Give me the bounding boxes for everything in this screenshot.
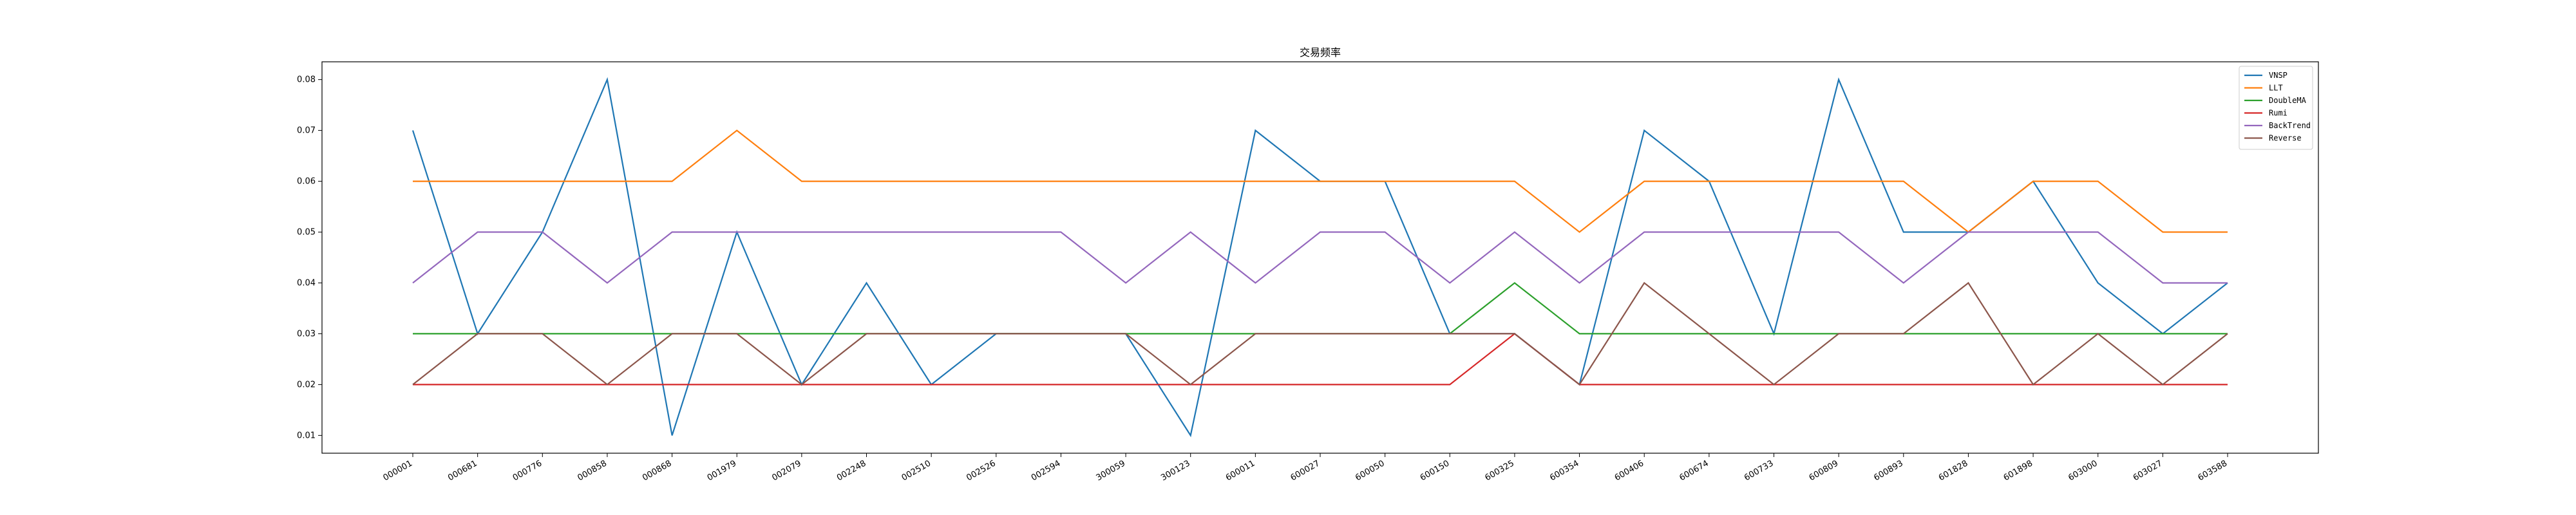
x-tick-label: 000681 (446, 458, 478, 483)
series-line-vnsp (412, 77, 2228, 438)
y-tick-label: 0.06 (297, 177, 316, 187)
series-line-rumi (413, 333, 2228, 386)
x-tick-label: 600809 (1808, 458, 1840, 483)
y-tick-label: 0.02 (297, 380, 316, 389)
series-line-llt (413, 129, 2228, 233)
series-line-backtrend (412, 231, 2228, 284)
y-tick-label: 0.07 (297, 126, 316, 136)
x-tick-label: 001979 (706, 458, 738, 483)
y-tick-label: 0.05 (297, 228, 316, 238)
x-tick-label: 600733 (1743, 458, 1775, 483)
legend-label: DoubleMA (2269, 96, 2307, 105)
x-tick-label: 300123 (1159, 458, 1191, 483)
plot-area (321, 61, 2319, 454)
x-tick-label: 600893 (1872, 458, 1904, 483)
x-tick-label: 600027 (1289, 458, 1321, 483)
x-tick-label: 000858 (576, 458, 608, 483)
chart-title: 交易频率 (1300, 46, 1341, 59)
y-tick-label: 0.04 (297, 278, 316, 288)
legend-label: BackTrend (2269, 121, 2311, 130)
legend: VNSP LLT DoubleMA Rumi BackTrend Reverse (2239, 66, 2313, 150)
x-tick-label: 601898 (2002, 458, 2034, 483)
x-tick-label: 603027 (2132, 458, 2164, 483)
x-tick-label: 000868 (641, 458, 673, 483)
series-line-doublema (413, 282, 2228, 335)
x-tick-label: 600674 (1678, 458, 1710, 483)
series-line-reverse (412, 281, 2228, 386)
x-tick-label: 601828 (1937, 458, 1969, 483)
x-tick-label: 600050 (1354, 458, 1386, 483)
x-tick-label: 002510 (900, 458, 933, 483)
x-tick-label: 603000 (2067, 458, 2099, 483)
x-tick-label: 603588 (2197, 458, 2229, 483)
x-tick-label: 600354 (1548, 458, 1580, 483)
x-tick-label: 600406 (1613, 458, 1645, 483)
x-tick-label: 300059 (1095, 458, 1127, 483)
x-tick-label: 600150 (1419, 458, 1451, 483)
x-tick-label: 600011 (1224, 458, 1256, 483)
legend-box (2239, 66, 2313, 150)
y-tick-label: 0.08 (297, 75, 316, 85)
x-tick-label: 002079 (770, 458, 802, 483)
y-tick-label: 0.01 (297, 431, 316, 440)
x-axis: 000001 000681 000776 000858 000868 001979 0020… (382, 453, 2229, 483)
legend-label: VNSP (2269, 71, 2287, 80)
x-tick-label: 002248 (835, 458, 867, 483)
x-tick-label: 002526 (965, 458, 997, 483)
x-tick-label: 000776 (511, 458, 544, 483)
y-tick-label: 0.03 (297, 329, 316, 339)
x-tick-label: 002594 (1030, 458, 1062, 483)
legend-label: LLT (2269, 84, 2283, 93)
legend-label: Reverse (2269, 134, 2302, 143)
legend-label: Rumi (2269, 109, 2287, 118)
y-axis: 0.01 0.02 0.03 0.04 0.05 0.06 0.07 0.08 (297, 75, 322, 440)
series-lines (412, 77, 2228, 438)
x-tick-label: 600325 (1483, 458, 1515, 483)
x-tick-label: 000001 (382, 458, 414, 483)
